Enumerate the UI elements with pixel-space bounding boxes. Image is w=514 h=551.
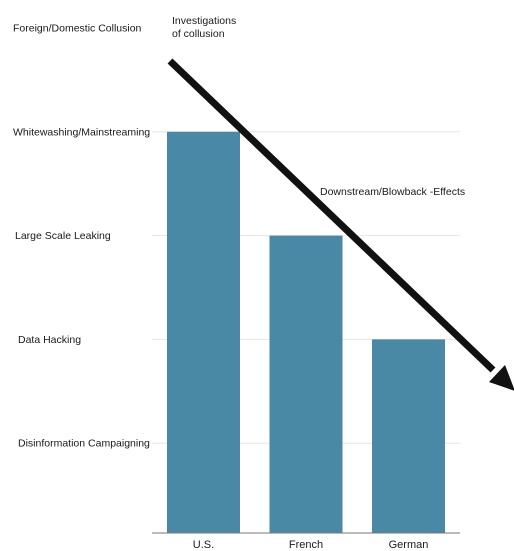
level-label: Disinformation Campaigning xyxy=(18,438,150,450)
trend-arrow xyxy=(167,58,514,391)
bar xyxy=(372,339,445,533)
level-label: Large Scale Leaking xyxy=(15,230,111,242)
bar xyxy=(167,131,240,534)
annotation-arrow-label: Downstream/Blowback -Effects xyxy=(320,186,465,198)
level-label: Data Hacking xyxy=(18,334,81,346)
x-tick-label: U.S. xyxy=(193,539,214,551)
level-label: Whitewashing/Mainstreaming xyxy=(13,126,150,138)
bars xyxy=(167,131,445,534)
x-tick-labels: U.S. French German xyxy=(193,539,429,551)
x-tick-label: German xyxy=(389,539,429,551)
x-tick-label: French xyxy=(289,539,323,551)
annotation-investigations-line-2: of collusion xyxy=(172,28,225,40)
arrow-shaft xyxy=(167,58,496,373)
arrow-head xyxy=(489,365,514,391)
annotation-investigations-line-1: Investigations xyxy=(172,15,236,27)
level-label: Foreign/Domestic Collusion xyxy=(13,23,142,35)
bar xyxy=(269,235,343,533)
annotations: Investigations of collusion Downstream/B… xyxy=(172,15,465,198)
y-level-labels: Disinformation Campaigning Data Hacking La… xyxy=(13,23,150,450)
